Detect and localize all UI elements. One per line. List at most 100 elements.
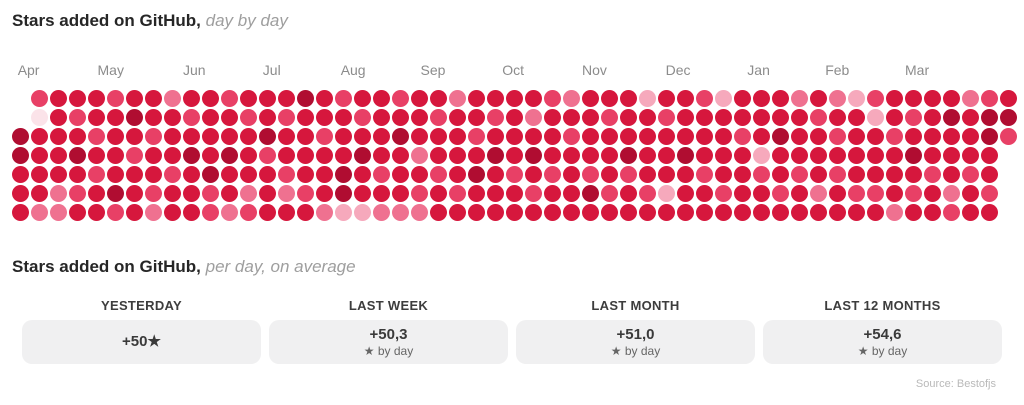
day-dot bbox=[202, 204, 219, 221]
day-dot bbox=[335, 90, 352, 107]
stat-card-last-month: LAST MONTH +51,0 ★ by day bbox=[516, 298, 755, 364]
month-label-mar: Mar bbox=[905, 62, 930, 78]
day-dot bbox=[620, 128, 637, 145]
day-dot bbox=[601, 185, 618, 202]
day-dot bbox=[829, 128, 846, 145]
day-dot bbox=[373, 90, 390, 107]
day-dot bbox=[582, 90, 599, 107]
day-dot bbox=[183, 109, 200, 126]
day-dot bbox=[658, 109, 675, 126]
day-dot bbox=[734, 204, 751, 221]
day-dot bbox=[31, 204, 48, 221]
day-dot bbox=[468, 185, 485, 202]
day-dot bbox=[544, 109, 561, 126]
day-dot bbox=[544, 147, 561, 164]
month-label-nov: Nov bbox=[582, 62, 607, 78]
day-dot bbox=[430, 90, 447, 107]
day-dot bbox=[126, 204, 143, 221]
day-dot bbox=[487, 128, 504, 145]
day-dot bbox=[734, 90, 751, 107]
day-dot bbox=[715, 109, 732, 126]
day-dot bbox=[411, 204, 428, 221]
day-dot bbox=[791, 204, 808, 221]
day-dot bbox=[335, 128, 352, 145]
day-dot bbox=[31, 109, 48, 126]
day-dot bbox=[373, 204, 390, 221]
day-dot bbox=[50, 166, 67, 183]
day-dot bbox=[411, 90, 428, 107]
day-dot bbox=[145, 147, 162, 164]
day-dot bbox=[867, 204, 884, 221]
day-dot bbox=[696, 109, 713, 126]
day-dot bbox=[69, 185, 86, 202]
day-dot bbox=[506, 90, 523, 107]
day-dot bbox=[69, 128, 86, 145]
stat-card-box: +50,3 ★ by day bbox=[269, 320, 508, 364]
day-dot bbox=[848, 166, 865, 183]
day-dot bbox=[1000, 128, 1017, 145]
day-dot bbox=[240, 147, 257, 164]
day-dot bbox=[316, 147, 333, 164]
day-dot bbox=[145, 109, 162, 126]
day-dot bbox=[981, 147, 998, 164]
month-label-aug: Aug bbox=[340, 62, 366, 78]
day-dot bbox=[487, 90, 504, 107]
day-dot bbox=[88, 90, 105, 107]
day-dot bbox=[791, 185, 808, 202]
day-dot bbox=[297, 109, 314, 126]
day-dot bbox=[164, 204, 181, 221]
day-dot bbox=[924, 166, 941, 183]
day-dot bbox=[886, 128, 903, 145]
day-dot bbox=[392, 147, 409, 164]
day-dot bbox=[316, 128, 333, 145]
day-dot bbox=[221, 204, 238, 221]
day-dot bbox=[525, 128, 542, 145]
day-dot bbox=[734, 185, 751, 202]
day-dot bbox=[905, 128, 922, 145]
day-dot bbox=[202, 185, 219, 202]
day-dot bbox=[582, 166, 599, 183]
day-dot bbox=[126, 128, 143, 145]
day-dot bbox=[506, 204, 523, 221]
day-dot bbox=[886, 147, 903, 164]
day-dot bbox=[886, 90, 903, 107]
day-dot bbox=[525, 90, 542, 107]
day-dot bbox=[981, 166, 998, 183]
day-dot bbox=[943, 204, 960, 221]
day-dot bbox=[240, 185, 257, 202]
day-dot bbox=[88, 185, 105, 202]
day-dot bbox=[373, 166, 390, 183]
day-dot bbox=[335, 185, 352, 202]
day-dot bbox=[715, 147, 732, 164]
stat-card-label: LAST MONTH bbox=[591, 298, 680, 313]
day-dot bbox=[981, 128, 998, 145]
day-dot bbox=[544, 128, 561, 145]
day-dot bbox=[848, 128, 865, 145]
day-dot bbox=[943, 109, 960, 126]
day-dot bbox=[278, 109, 295, 126]
day-dot bbox=[468, 90, 485, 107]
day-dot bbox=[1000, 90, 1017, 107]
day-dot bbox=[164, 166, 181, 183]
day-dot bbox=[12, 147, 29, 164]
day-dot bbox=[639, 147, 656, 164]
day-dot bbox=[677, 147, 694, 164]
day-dot bbox=[69, 109, 86, 126]
day-dot bbox=[183, 204, 200, 221]
day-dot bbox=[905, 204, 922, 221]
day-dot bbox=[867, 166, 884, 183]
day-dot bbox=[259, 166, 276, 183]
day-dot bbox=[772, 128, 789, 145]
day-dot bbox=[848, 185, 865, 202]
day-dot bbox=[620, 204, 637, 221]
day-dot bbox=[620, 90, 637, 107]
day-dot bbox=[126, 109, 143, 126]
day-dot bbox=[563, 90, 580, 107]
day-dot bbox=[430, 204, 447, 221]
day-dot bbox=[145, 185, 162, 202]
day-dot bbox=[582, 109, 599, 126]
day-dot bbox=[164, 90, 181, 107]
day-dot bbox=[962, 128, 979, 145]
day-dot bbox=[791, 166, 808, 183]
day-dot bbox=[943, 185, 960, 202]
